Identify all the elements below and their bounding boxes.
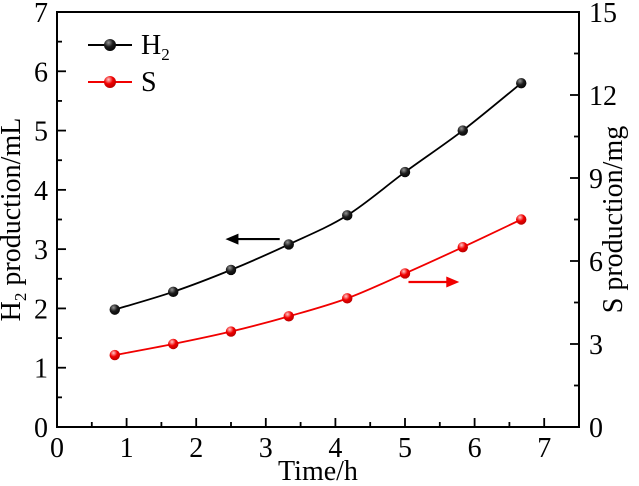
series-h2-point <box>516 77 527 89</box>
series-s-point <box>516 214 527 225</box>
y-right-tick-label: 0 <box>589 413 603 444</box>
y-left-tick-label: 7 <box>34 0 48 29</box>
series-s-point <box>457 241 468 253</box>
y-left-tick-label: 2 <box>34 294 48 325</box>
legend-marker <box>104 76 116 88</box>
series-h2-point <box>168 286 179 298</box>
x-axis-tick-label: 1 <box>120 433 134 464</box>
y-left-tick-label: 1 <box>34 354 48 385</box>
legend-item-s: S <box>88 67 157 98</box>
arrow-head <box>446 276 460 288</box>
right-axis-arrow <box>408 276 460 288</box>
legend-label: S <box>141 67 157 98</box>
x-axis-tick-label: 2 <box>189 433 203 464</box>
legend: H2S <box>88 30 170 98</box>
series-s-point <box>109 349 120 361</box>
y-left-tick-label: 6 <box>34 57 48 88</box>
series-h2-point <box>399 166 411 178</box>
legend-marker <box>104 39 116 51</box>
x-axis-tick-label: 4 <box>328 433 342 464</box>
y-right-tick-label: 3 <box>589 330 603 361</box>
series-s-point <box>399 268 411 279</box>
series-s <box>109 214 527 361</box>
series-h2-point <box>109 304 120 315</box>
left-axis-arrow <box>225 233 280 245</box>
x-axis-tick-label: 5 <box>398 433 412 464</box>
series-h2-point <box>283 239 294 250</box>
plot-frame <box>56 11 580 428</box>
series-h2-point <box>342 210 353 221</box>
y-left-tick-label: 3 <box>34 235 48 266</box>
legend-label: H2 <box>141 30 170 64</box>
series-s-point <box>342 293 353 304</box>
y-left-tick-label: 0 <box>34 413 48 444</box>
x-axis-title: Time/h <box>278 456 358 486</box>
series-s-point <box>225 326 237 337</box>
series-s-point <box>283 311 294 322</box>
y-right-tick-label: 9 <box>589 164 603 195</box>
series-s-point <box>168 338 179 350</box>
y-left-tick-label: 5 <box>34 117 48 148</box>
y-right-axis-title: S production/mg <box>598 126 629 313</box>
x-axis-tick-label: 3 <box>259 433 273 464</box>
y-right-tick-label: 6 <box>589 247 603 278</box>
x-axis-tick-label: 0 <box>50 433 64 464</box>
arrow-head <box>225 233 239 245</box>
series-h2 <box>109 77 527 315</box>
y-left-tick-label: 4 <box>34 176 48 207</box>
y-right-tick-label: 15 <box>589 0 617 29</box>
y-left-axis-title: H2 production/mL <box>0 118 30 322</box>
x-axis-tick-label: 6 <box>468 433 482 464</box>
axis-ticks <box>56 11 579 428</box>
y-right-tick-label: 12 <box>589 81 617 112</box>
legend-item-h2: H2 <box>88 30 170 64</box>
series-h2-point <box>225 264 237 276</box>
x-axis-tick-label: 7 <box>537 433 551 464</box>
series-h2-point <box>457 125 468 136</box>
